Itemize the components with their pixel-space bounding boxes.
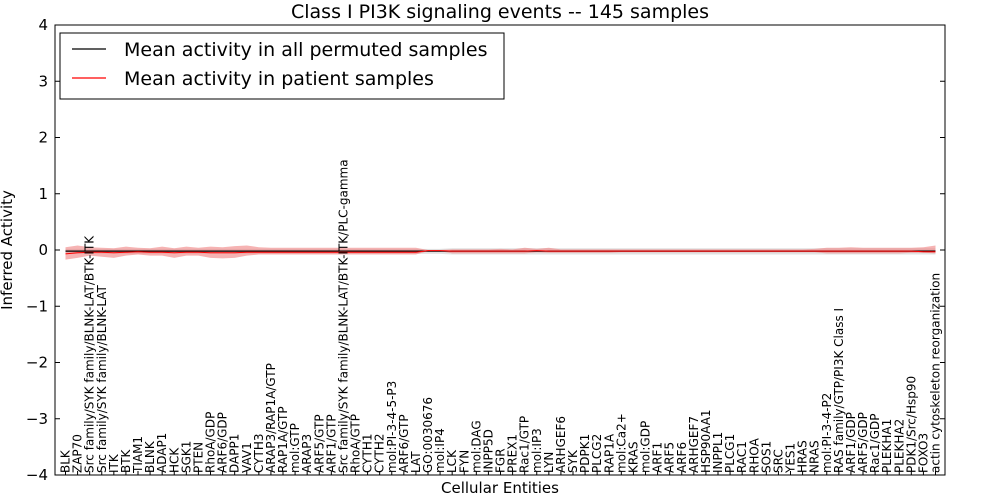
category-label: ARAP3/RAP1A/GTP xyxy=(264,363,278,473)
category-label: ARF1/GDP xyxy=(844,412,858,473)
y-tick-label: −4 xyxy=(26,466,48,484)
category-label: mol:Ca2+ xyxy=(614,413,628,473)
x-axis-title: Cellular Entities xyxy=(441,479,559,497)
category-label: Src family/SYK family/BLNK-LAT/BTK-ITK/P… xyxy=(336,159,350,473)
category-label: LCK xyxy=(445,449,459,473)
category-label: Rac1/GDP xyxy=(868,414,882,473)
category-label: HRAS xyxy=(796,440,810,473)
y-axis-title: Inferred Activity xyxy=(0,190,16,310)
category-label: SYK xyxy=(566,449,580,473)
y-tick-label: 1 xyxy=(38,185,48,203)
category-label: CYTH2 xyxy=(373,434,387,474)
category-label: LYN xyxy=(542,452,556,473)
category-label: mol:GTP xyxy=(288,423,302,473)
y-tick-label: 2 xyxy=(38,129,48,147)
category-label: ARF5/GDP xyxy=(856,412,870,473)
category-label: TIAM1 xyxy=(131,436,145,474)
category-label: NRAS xyxy=(808,440,822,473)
category-label: mol:PI-3-4-5-P3 xyxy=(385,381,399,473)
category-label: mol:IP3 xyxy=(530,428,544,473)
category-label: BLNK xyxy=(143,440,157,473)
category-label: SRC xyxy=(771,449,785,473)
category-label: RAP1A xyxy=(602,433,616,473)
category-label: PDPK1 xyxy=(578,434,592,473)
category-label: ARF5/GTP xyxy=(312,414,326,473)
category-label: SGK1 xyxy=(179,441,193,473)
category-label: DAPP1 xyxy=(228,434,242,473)
category-label: FGR xyxy=(494,448,508,473)
category-label: mol:PI-3-4-P2 xyxy=(820,393,834,473)
category-label: RAS family/GTP/PI3K Class I xyxy=(832,308,846,473)
category-label: mol:IP4 xyxy=(433,428,447,473)
category-label: mol:GDP xyxy=(639,421,653,473)
y-tick-label: −3 xyxy=(26,410,48,428)
category-label: Src family/SYK family/BLNK-LAT xyxy=(95,284,109,473)
category-label: HSP90AA1 xyxy=(699,409,713,473)
category-label: RHOA xyxy=(747,437,761,473)
category-label: ARF1/GTP xyxy=(324,414,338,473)
category-label: FOXO3 xyxy=(916,433,930,473)
category-label: RhoA/GTP xyxy=(349,414,363,473)
category-label: FYN xyxy=(457,450,471,473)
category-label: Rac1/GTP xyxy=(518,416,532,473)
category-label: ARHGEF6 xyxy=(554,416,568,473)
category-label: LAT xyxy=(409,451,423,473)
category-label: PREX1 xyxy=(506,434,520,473)
category-label: YES1 xyxy=(784,443,798,474)
category-label: INPP5D xyxy=(481,429,495,473)
legend: Mean activity in all permuted samples Me… xyxy=(59,32,505,100)
category-label: ARF6/GTP xyxy=(397,414,411,473)
plot-area xyxy=(65,245,936,260)
category-label: ITK xyxy=(107,453,121,473)
category-label: RAC1 xyxy=(735,441,749,473)
category-label: PLCG2 xyxy=(590,434,604,473)
category-label: GO:0030676 xyxy=(421,397,435,473)
series-line-1 xyxy=(65,250,936,255)
category-label: PLEKHA2 xyxy=(892,419,906,473)
category-label: PTEN xyxy=(191,442,205,473)
category-label: ARF6 xyxy=(675,442,689,473)
legend-label-patient: Mean activity in patient samples xyxy=(124,68,434,90)
category-label: ARAP3 xyxy=(300,434,314,473)
category-label: VAV1 xyxy=(240,442,254,473)
category-label: HCK xyxy=(167,447,181,473)
confidence-band-1 xyxy=(65,245,936,260)
category-label: mol:DAG xyxy=(469,420,483,473)
category-label: PDK1/Src/Hsp90 xyxy=(904,376,918,473)
category-label: ARF6/GDP xyxy=(216,412,230,473)
y-tick-label: 3 xyxy=(38,72,48,90)
category-label: ARHGEF7 xyxy=(687,416,701,473)
y-tick-label: 4 xyxy=(38,16,48,34)
category-label: CYTH3 xyxy=(252,434,266,474)
category-label: Src family/SYK family/BLNK-LAT/BTK-ITK xyxy=(83,235,97,473)
category-label: actin cytoskeleton reorganization xyxy=(929,273,943,473)
category-label: ADAP1 xyxy=(155,433,169,473)
category-label: CYTH1 xyxy=(361,434,375,474)
category-label: ARF5 xyxy=(663,442,677,473)
category-label: ZAP70 xyxy=(71,434,85,473)
category-label: ARF1 xyxy=(651,442,665,473)
category-label: BTK xyxy=(119,448,133,473)
y-tick-label: −2 xyxy=(26,354,48,372)
category-label: PLEKHA1 xyxy=(880,419,894,473)
legend-box xyxy=(59,32,505,100)
category-label: RhoA/GDP xyxy=(204,412,218,473)
legend-label-permuted: Mean activity in all permuted samples xyxy=(124,39,487,61)
chart-title: Class I PI3K signaling events -- 145 sam… xyxy=(291,1,709,23)
category-label: SOS1 xyxy=(759,441,773,473)
y-tick-label: −1 xyxy=(26,297,48,315)
category-label: KRAS xyxy=(626,441,640,473)
category-label: RAP1A/GTP xyxy=(276,406,290,473)
y-tick-label: 0 xyxy=(38,241,48,259)
y-axis: −4 −3 −2 −1 0 1 2 3 4 xyxy=(26,16,945,484)
category-label: PLCG1 xyxy=(723,434,737,473)
category-label: INPPL1 xyxy=(711,432,725,473)
category-label: BLK xyxy=(59,449,73,473)
